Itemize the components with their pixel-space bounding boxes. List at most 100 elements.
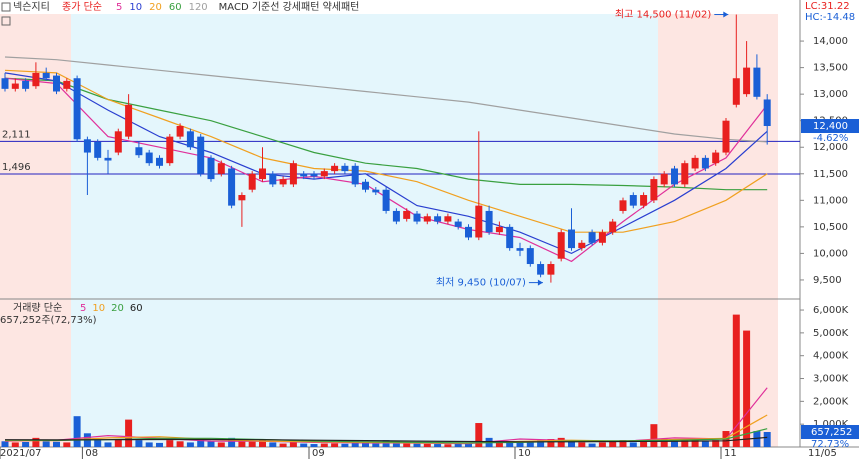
candle-body xyxy=(732,78,740,105)
volume-summary: 657,252주(72,73%) xyxy=(0,315,97,326)
volume-bar xyxy=(568,440,575,447)
y-tick-label: 10,000 xyxy=(813,248,848,259)
y-tick-label: 1,000K xyxy=(813,419,849,430)
ma-line xyxy=(4,77,768,263)
volume-bar xyxy=(42,441,50,447)
y-tick-label: 5,000K xyxy=(813,328,849,339)
candle-body xyxy=(671,168,678,185)
volume-bar xyxy=(248,441,256,447)
icon[interactable] xyxy=(1,16,11,26)
volume-bar xyxy=(598,442,606,447)
candle-body xyxy=(11,83,19,89)
candle-body xyxy=(712,152,720,164)
annotation: 최저 9,450 (10/07) xyxy=(436,277,526,289)
candle-body xyxy=(42,72,50,79)
volume-bar xyxy=(753,431,761,447)
candle-body xyxy=(176,126,184,137)
candle-body xyxy=(526,248,534,265)
legend-entry: 60 xyxy=(130,303,143,314)
candle-body xyxy=(259,168,266,180)
legend-entry: 5 xyxy=(80,303,86,314)
volume-bar xyxy=(537,440,545,447)
x-tick-label: 10 xyxy=(518,448,531,459)
ma-line xyxy=(4,56,768,143)
volume-bar xyxy=(22,441,30,447)
candle-body xyxy=(63,80,71,89)
volume-bar xyxy=(362,442,369,447)
stock-name: 넥슨지티 xyxy=(13,1,50,13)
candle-body xyxy=(691,157,699,169)
candle-body xyxy=(351,165,359,185)
volume-bar xyxy=(197,439,205,447)
legend-entry: 10 xyxy=(129,2,142,13)
candle-body xyxy=(763,99,771,127)
volume-box xyxy=(801,424,859,439)
volume-bar xyxy=(156,442,163,447)
candle-body xyxy=(743,67,751,95)
volume-bar xyxy=(681,440,689,447)
volume-bar xyxy=(516,442,524,447)
volume-bar xyxy=(63,442,71,447)
y-tick-label: 12,000 xyxy=(813,142,848,153)
candle-body xyxy=(629,195,637,206)
legend-entry: 20 xyxy=(111,303,124,314)
candle-body xyxy=(588,232,596,243)
ma-line xyxy=(4,72,768,255)
candle-body xyxy=(660,173,668,185)
x-tick-label: 2021/07 xyxy=(0,448,42,459)
volume-bar xyxy=(331,443,339,447)
last-price: 12,400 xyxy=(813,121,848,132)
candle-body xyxy=(166,136,174,164)
candle-body xyxy=(207,157,215,180)
volume-bar xyxy=(557,437,565,447)
annotation-arrowhead xyxy=(723,11,729,18)
volume-bar xyxy=(217,442,225,447)
volume-bar xyxy=(413,443,421,447)
volume-bar xyxy=(300,443,308,447)
volume-bar xyxy=(392,441,400,447)
candle-body xyxy=(156,157,163,166)
y-tick-label: 13,000 xyxy=(813,89,848,100)
candle-body xyxy=(289,163,297,185)
candle-body xyxy=(22,80,30,89)
volume-bar xyxy=(104,442,112,447)
volume-bar xyxy=(454,443,462,447)
y-tick-label: 2,000K xyxy=(813,396,849,407)
y-tick-label: 13,500 xyxy=(813,63,848,74)
candle-body xyxy=(598,232,606,243)
volume-bar xyxy=(547,439,555,447)
volume-bar xyxy=(444,444,452,447)
volume-bar xyxy=(423,443,431,447)
candle-body xyxy=(537,264,545,275)
volume-bar xyxy=(351,441,359,447)
volume-bar xyxy=(403,442,411,447)
legend-prefix: 종가 단순 xyxy=(62,1,102,13)
candle-body xyxy=(413,213,421,222)
candle-body xyxy=(568,229,575,249)
lc-label: LC:31.22 xyxy=(805,1,850,12)
candle-body xyxy=(465,226,472,238)
volume-bar xyxy=(660,439,668,447)
volume-bar xyxy=(434,444,442,447)
candle-body xyxy=(382,189,390,211)
volume-bar xyxy=(114,439,122,447)
volume-bar xyxy=(743,330,751,447)
candle-body xyxy=(454,221,462,227)
candle-body xyxy=(331,165,339,172)
legend-entry: 20 xyxy=(149,2,162,13)
candle-body xyxy=(392,210,400,222)
volume-bar xyxy=(166,440,174,447)
volume-bar xyxy=(289,441,297,447)
volume-bar xyxy=(125,419,133,447)
candle-body xyxy=(145,152,153,164)
volume-bar xyxy=(671,441,678,447)
icon[interactable] xyxy=(1,2,11,12)
candle-body xyxy=(650,179,658,201)
candle-body xyxy=(753,67,761,97)
annotation-arrowhead xyxy=(537,279,543,286)
volume-bar xyxy=(650,424,658,447)
legend-suffix: MACD 기준선 강세패턴 약세패턴 xyxy=(219,1,360,13)
ma-line xyxy=(4,69,768,233)
candle-body xyxy=(310,173,318,177)
volume-bar xyxy=(640,441,648,447)
